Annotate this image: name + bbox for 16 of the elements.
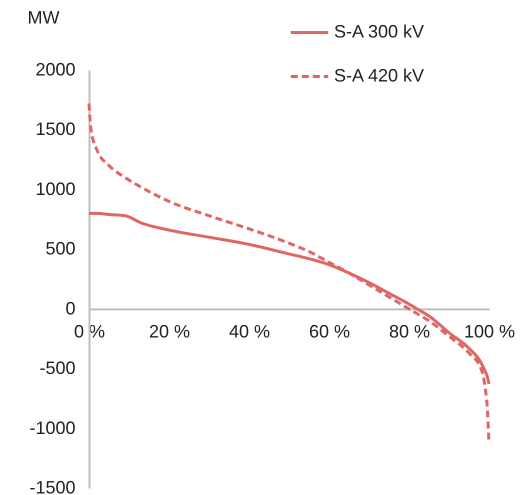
y-tick-label: 2000 bbox=[35, 60, 76, 80]
x-tick-label: 80 % bbox=[388, 321, 430, 342]
legend-label: S-A 420 kV bbox=[334, 66, 424, 86]
y-axis-title: MW bbox=[28, 8, 60, 28]
x-tick-label: 60 % bbox=[308, 321, 350, 342]
x-tick-label: 100 % bbox=[464, 321, 516, 342]
legend-label: S-A 300 kV bbox=[334, 22, 424, 42]
y-tick-label: -1500 bbox=[29, 478, 76, 495]
y-tick-label: 1000 bbox=[35, 178, 76, 199]
y-tick-label: -500 bbox=[39, 358, 76, 378]
y-tick-label: -1000 bbox=[29, 418, 76, 438]
x-tick-label: 20 % bbox=[148, 321, 190, 342]
y-tick-label: 1500 bbox=[35, 119, 76, 140]
x-tick-label: 40 % bbox=[228, 321, 270, 342]
y-tick-label: 0 bbox=[65, 298, 76, 318]
y-tick-label: 500 bbox=[45, 238, 76, 259]
